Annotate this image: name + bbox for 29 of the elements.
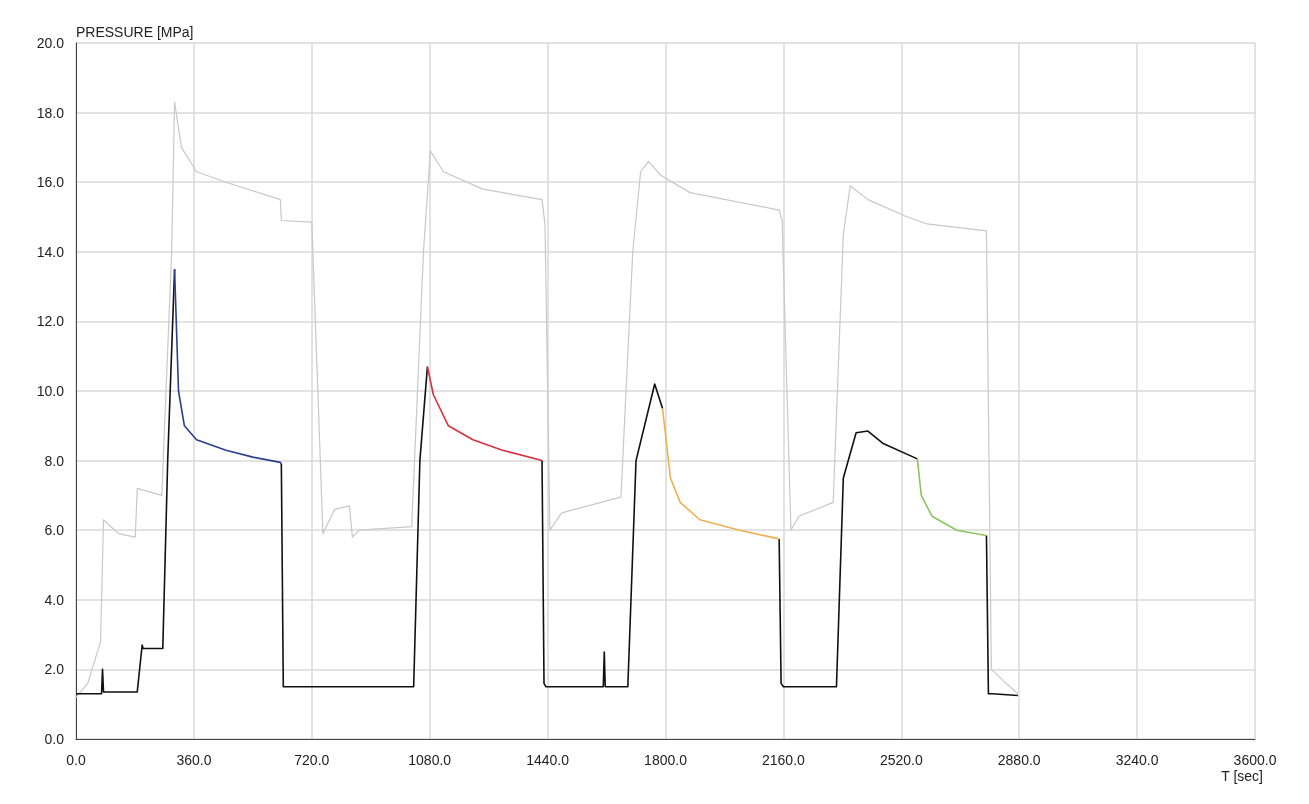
y-tick-label: 2.0 — [44, 661, 65, 678]
y-tick-label: 4.0 — [44, 591, 65, 608]
x-tick-label: 3240.0 — [1115, 752, 1159, 768]
line-series — [75, 101, 1019, 698]
y-tick-label: 14.0 — [36, 243, 65, 260]
x-tick-label: 0.0 — [66, 752, 86, 768]
y-tick-label: 8.0 — [44, 452, 65, 469]
y-tick-label: 16.0 — [36, 174, 65, 191]
y-tick-label: 6.0 — [44, 522, 65, 539]
x-tick-label: 2880.0 — [997, 752, 1041, 768]
x-tick-label: 3600.0 — [1233, 752, 1277, 768]
line-series — [661, 407, 780, 540]
line-series — [173, 268, 283, 465]
x-tick-label: 2520.0 — [879, 752, 923, 768]
y-tick-label: 20.0 — [36, 35, 65, 51]
x-tick-label: 2160.0 — [761, 752, 806, 768]
y-axis-title: PRESSURE [MPa] — [76, 24, 194, 40]
x-tick-label: 1080.0 — [408, 752, 452, 768]
y-tick-label: 10.0 — [36, 383, 65, 399]
line-series — [916, 458, 988, 537]
x-tick-label: 720.0 — [294, 752, 330, 768]
x-axis-title: T [sec] — [1221, 768, 1263, 784]
y-tick-label: 0.0 — [44, 731, 65, 747]
line-series — [426, 365, 543, 462]
y-tick-label: 12.0 — [36, 313, 65, 330]
x-tick-label: 1800.0 — [644, 752, 688, 768]
y-tick-label: 18.0 — [36, 104, 65, 121]
x-tick-label: 360.0 — [176, 752, 212, 768]
x-tick-label: 1440.0 — [526, 752, 570, 768]
